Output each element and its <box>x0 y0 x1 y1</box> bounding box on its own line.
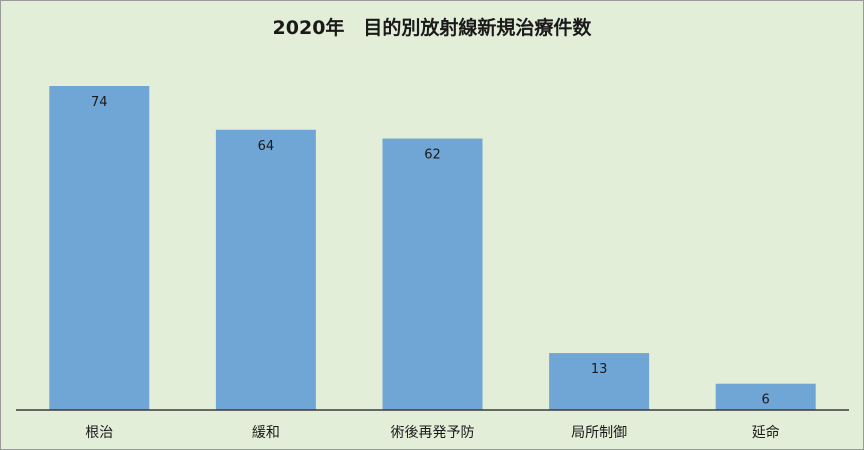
bar-3 <box>382 138 483 411</box>
data-label-2: 64 <box>258 139 275 154</box>
category-label-1: 根治 <box>85 425 113 441</box>
bar-5 <box>715 383 816 410</box>
category-label-4: 局所制御 <box>571 425 627 441</box>
bar-2 <box>215 129 316 410</box>
data-label-5: 6 <box>762 393 770 408</box>
category-label-3: 術後再発予防 <box>391 425 475 441</box>
chart-title: 2020年 目的別放射線新規治療件数 <box>272 17 592 39</box>
data-label-1: 74 <box>91 95 108 110</box>
data-label-3: 62 <box>424 148 441 163</box>
bar-4 <box>549 353 650 410</box>
category-label-5: 延命 <box>752 424 780 441</box>
data-label-4: 13 <box>591 362 608 377</box>
bar-1 <box>49 86 150 410</box>
category-label-2: 緩和 <box>252 425 280 441</box>
